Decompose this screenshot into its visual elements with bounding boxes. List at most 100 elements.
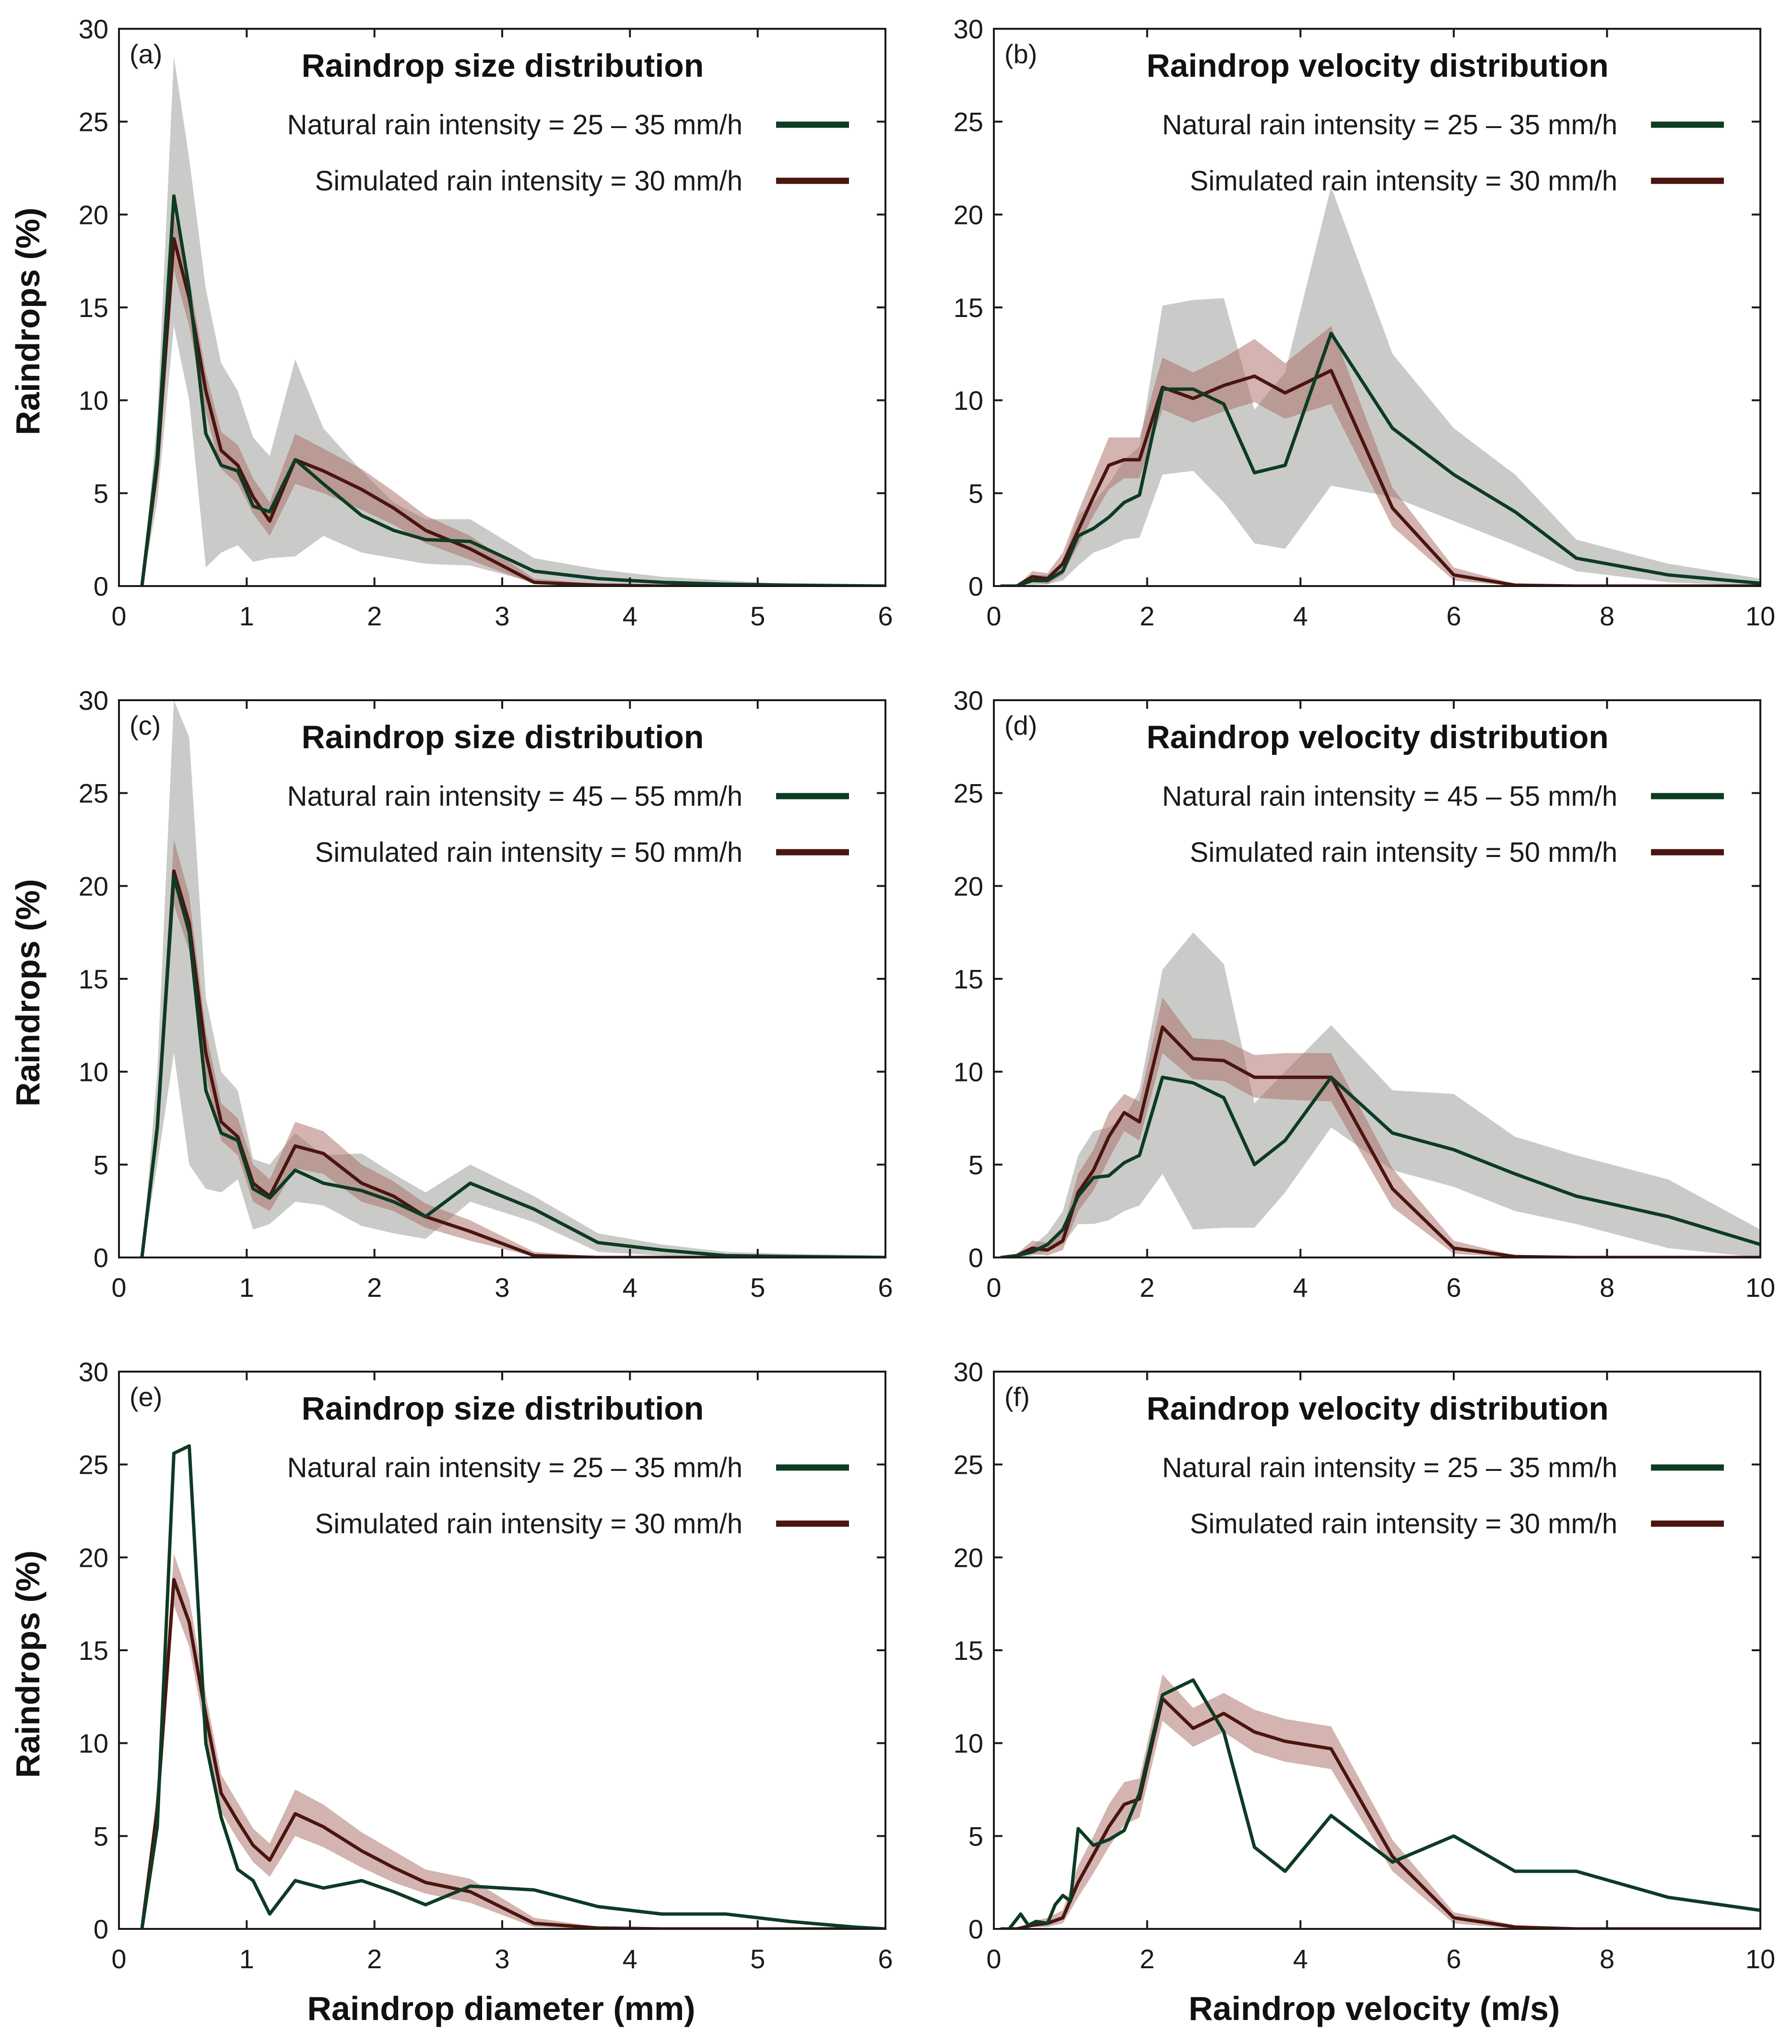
simulated-range-band (1002, 997, 1760, 1257)
panel-label: (e) (130, 1382, 162, 1412)
y-axis-label-row-2: Raindrops (%) (9, 879, 47, 1106)
x-tick-label: 8 (1600, 601, 1615, 631)
panel-title: Raindrop velocity distribution (1146, 719, 1608, 755)
panel-title: Raindrop size distribution (302, 1390, 704, 1427)
panel-label: (b) (1004, 39, 1037, 69)
y-tick-label: 10 (79, 1728, 108, 1759)
x-tick-label: 4 (1293, 1944, 1308, 1974)
panel-e: 0 5 10 15 20 25 30 0 1 2 3 4 5 6 (e) Raindrop size dist… (79, 1357, 893, 1974)
x-tick-label: 4 (1293, 601, 1308, 631)
y-tick-label: 20 (79, 871, 108, 901)
y-tick-label: 30 (954, 1357, 983, 1387)
natural-legend-label: Natural rain intensity = 25 – 35 mm/h (287, 109, 743, 141)
simulated-legend-label: Simulated rain intensity = 30 mm/h (315, 165, 743, 197)
x-tick-label: 0 (111, 1944, 126, 1974)
y-tick-label: 15 (954, 293, 983, 323)
panel-title: Raindrop velocity distribution (1146, 47, 1608, 84)
y-tick-label: 25 (79, 107, 108, 137)
x-tick-label: 10 (1745, 1272, 1775, 1303)
x-tick-label: 2 (1140, 601, 1155, 631)
x-tick-label: 5 (750, 601, 765, 631)
x-tick-label: 2 (1140, 1944, 1155, 1974)
natural-series-line (1000, 331, 1760, 586)
simulated-legend-label: Simulated rain intensity = 30 mm/h (1190, 1508, 1617, 1539)
y-tick-label: 20 (954, 1542, 983, 1573)
simulated-series-line (140, 869, 885, 1257)
natural-legend-label: Natural rain intensity = 25 – 35 mm/h (1162, 109, 1617, 141)
y-tick-label: 15 (79, 293, 108, 323)
panel-title: Raindrop size distribution (302, 719, 704, 755)
y-tick-label: 20 (954, 871, 983, 901)
y-tick-label: 15 (79, 964, 108, 994)
simulated-series-line (1000, 1697, 1760, 1929)
y-axis-label-row-1: Raindrops (%) (9, 208, 47, 435)
x-tick-label: 0 (986, 1944, 1001, 1974)
x-tick-label: 0 (986, 601, 1001, 631)
panel-label: (c) (130, 710, 161, 740)
natural-series-line (1000, 1678, 1760, 1929)
y-tick-label: 30 (79, 685, 108, 716)
simulated-range-band (141, 1553, 885, 1929)
y-tick-label: 25 (79, 778, 108, 809)
x-tick-label: 6 (878, 601, 893, 631)
y-tick-label: 20 (954, 200, 983, 230)
x-tick-label: 5 (750, 1272, 765, 1303)
panel-a: 0 5 10 15 20 25 30 0 1 2 3 4 5 6 (a) Raindrop size dist… (79, 14, 893, 631)
y-tick-label: 10 (954, 386, 983, 416)
y-axis-label-row-3: Raindrops (%) (9, 1551, 47, 1778)
y-tick-label: 5 (968, 1150, 983, 1180)
panel-label: (d) (1004, 710, 1037, 740)
x-tick-label: 6 (1446, 1272, 1461, 1303)
simulated-series-line (1000, 1025, 1760, 1257)
simulated-legend-label: Simulated rain intensity = 30 mm/h (315, 1508, 743, 1539)
x-tick-label: 3 (495, 1272, 509, 1303)
plot-area (1000, 1674, 1760, 1929)
y-tick-label: 30 (79, 1357, 108, 1387)
panel-c: 0 5 10 15 20 25 30 0 1 2 3 4 5 6 (c) Raindrop size dist… (79, 685, 893, 1303)
plot-area (1000, 932, 1760, 1257)
x-tick-label: 2 (367, 601, 382, 631)
x-tick-label: 4 (623, 1944, 637, 1974)
y-tick-label: 30 (954, 14, 983, 44)
y-tick-label: 20 (79, 1542, 108, 1573)
x-axis-label-velocity: Raindrop velocity (m/s) (1189, 1990, 1560, 2027)
y-tick-label: 30 (79, 14, 108, 44)
x-tick-label: 4 (623, 1272, 637, 1303)
x-tick-label: 10 (1745, 1944, 1775, 1974)
y-tick-label: 10 (954, 1057, 983, 1087)
y-tick-label: 15 (954, 1635, 983, 1666)
y-tick-label: 10 (79, 386, 108, 416)
y-tick-label: 25 (79, 1450, 108, 1480)
panel-b: 0 5 10 15 20 25 30 0 2 4 6 8 10 (b) Raindrop velocity … (954, 14, 1775, 631)
x-tick-label: 0 (111, 1272, 126, 1303)
x-tick-label: 2 (367, 1272, 382, 1303)
simulated-range-band (1002, 1674, 1760, 1929)
y-tick-label: 5 (968, 1821, 983, 1851)
x-tick-label: 3 (495, 1944, 509, 1974)
y-tick-label: 5 (94, 1150, 108, 1180)
panel-title: Raindrop size distribution (302, 47, 704, 84)
x-tick-label: 10 (1745, 601, 1775, 631)
y-tick-label: 20 (79, 200, 108, 230)
natural-legend-label: Natural rain intensity = 45 – 55 mm/h (287, 781, 743, 812)
x-tick-label: 4 (1293, 1272, 1308, 1303)
y-tick-label: 5 (968, 478, 983, 508)
x-tick-label: 5 (750, 1944, 765, 1974)
simulated-range-band (141, 214, 885, 586)
x-tick-label: 2 (1140, 1272, 1155, 1303)
simulated-legend-label: Simulated rain intensity = 30 mm/h (1190, 165, 1617, 197)
x-tick-label: 6 (1446, 1944, 1461, 1974)
panel-label: (f) (1004, 1382, 1030, 1412)
x-tick-label: 2 (367, 1944, 382, 1974)
simulated-legend-label: Simulated rain intensity = 50 mm/h (315, 837, 743, 868)
simulated-range-band (1002, 326, 1760, 586)
y-tick-label: 30 (954, 685, 983, 716)
natural-legend-label: Natural rain intensity = 25 – 35 mm/h (287, 1452, 743, 1483)
natural-range-band (1002, 932, 1760, 1257)
y-tick-label: 5 (94, 478, 108, 508)
x-tick-label: 6 (1446, 601, 1461, 631)
simulated-series-line (140, 1578, 885, 1929)
y-tick-label: 5 (94, 1821, 108, 1851)
y-tick-label: 15 (79, 1635, 108, 1666)
